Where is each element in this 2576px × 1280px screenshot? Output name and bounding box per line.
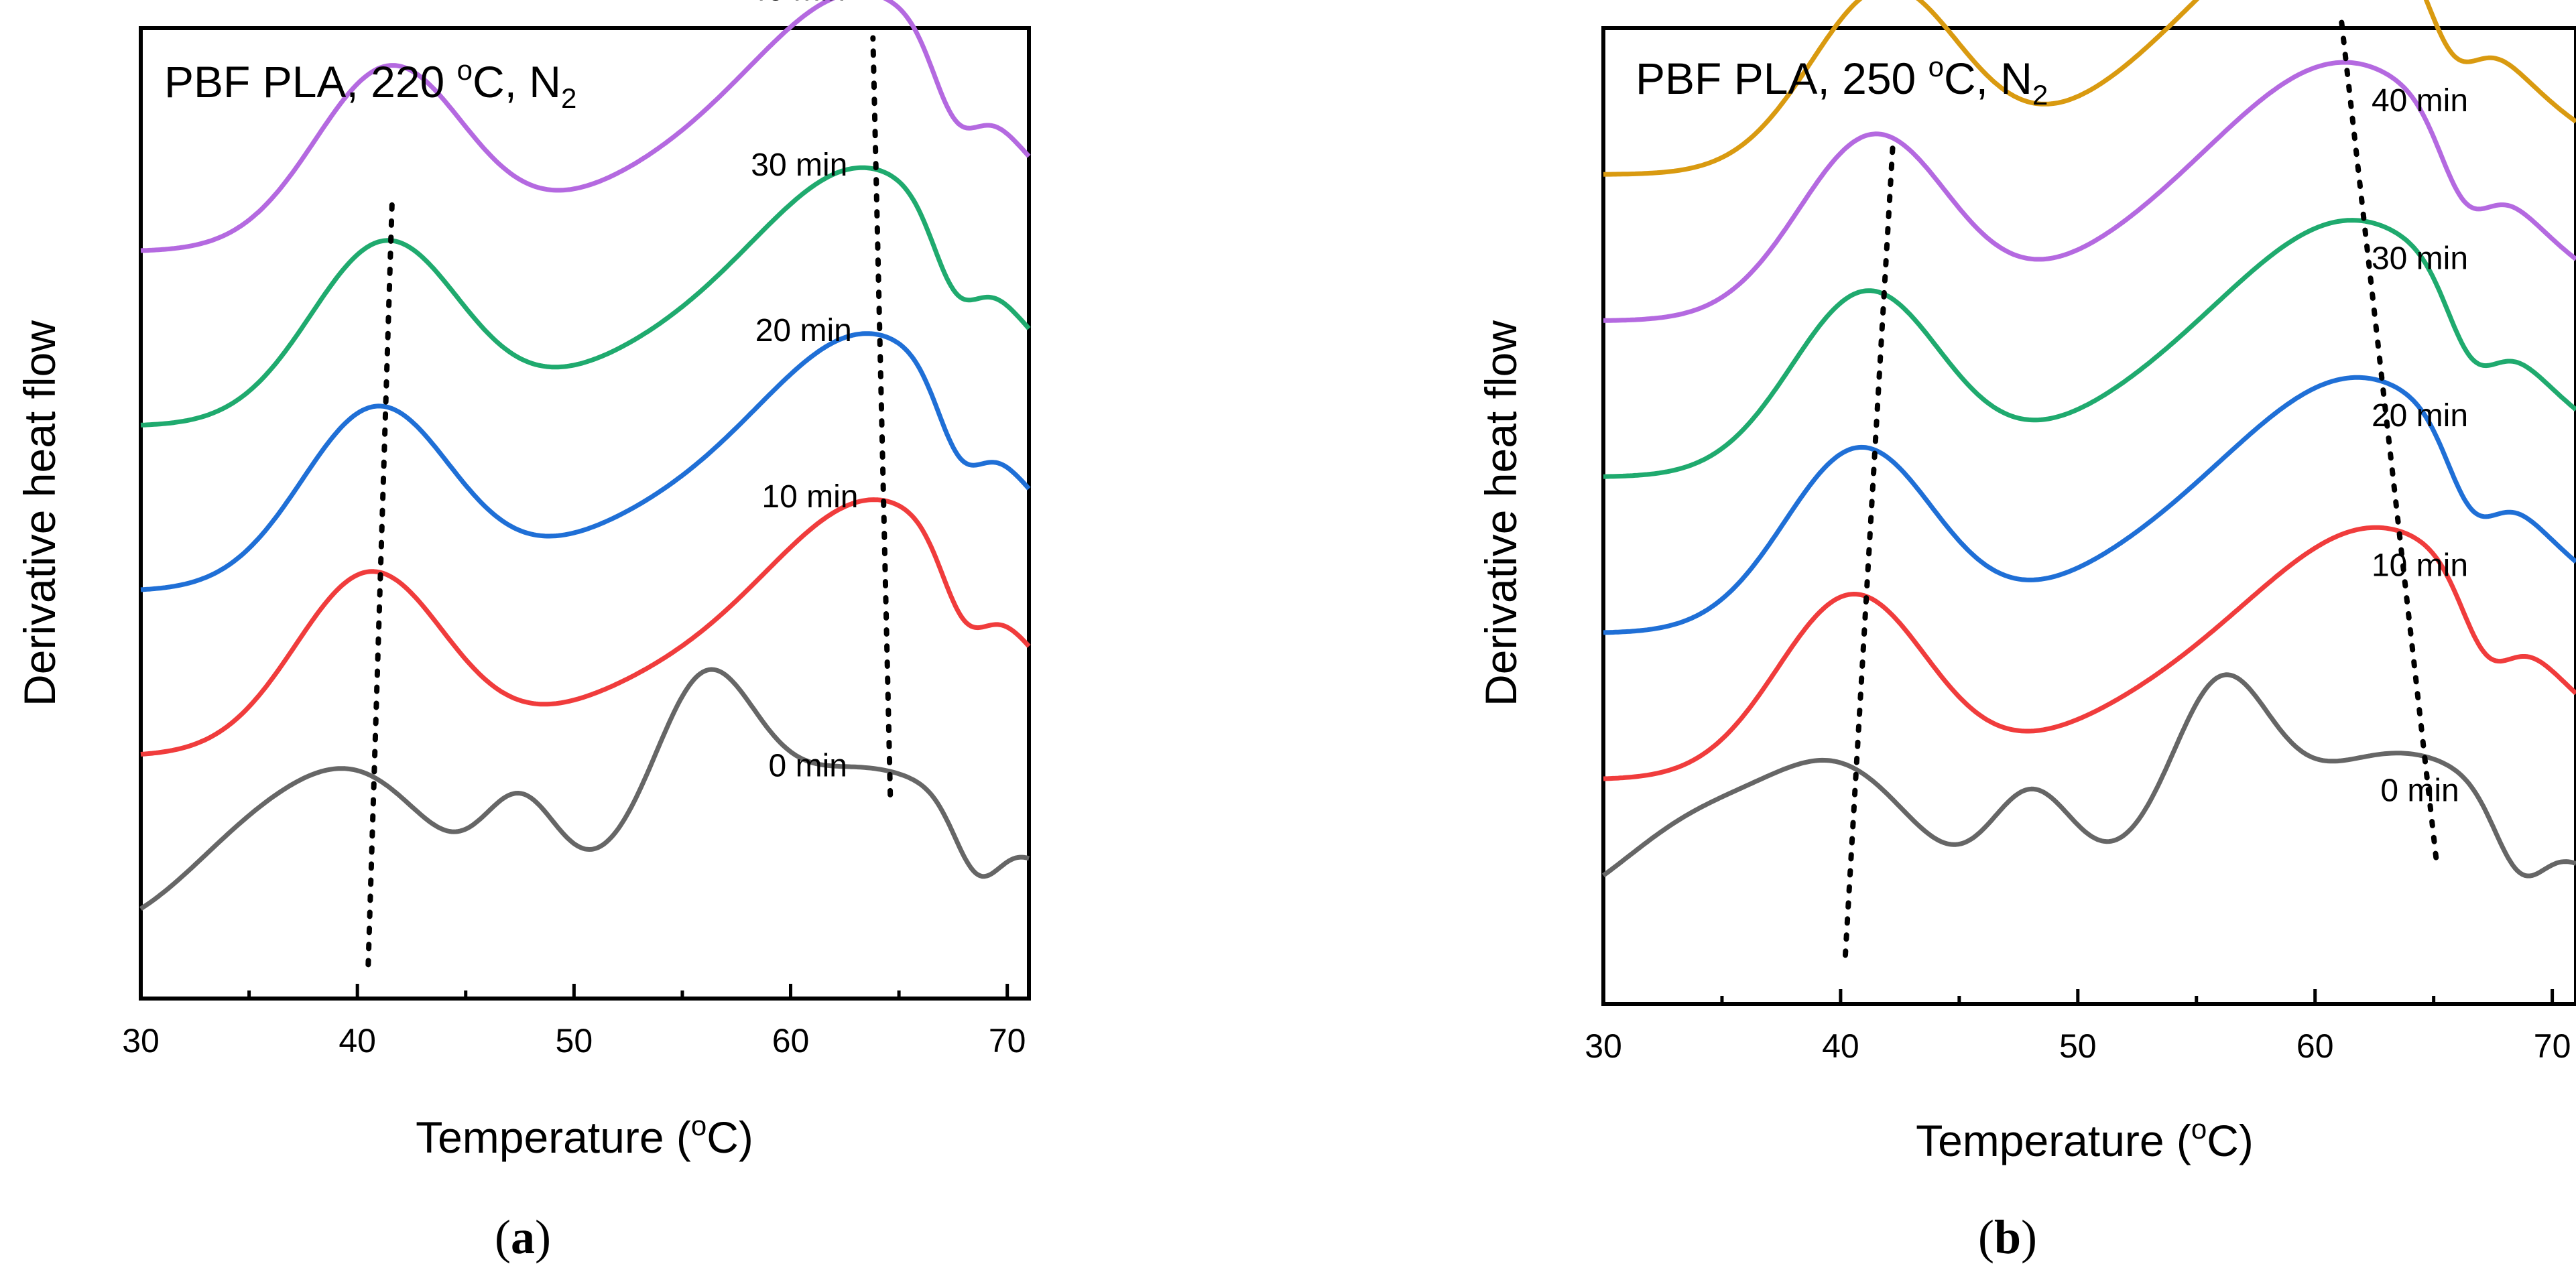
panel-a-curves — [139, 0, 1031, 911]
series-line-0-min — [139, 667, 1030, 911]
panel-b-curves — [1601, 0, 2576, 879]
x-tick-label: 30 — [122, 1022, 160, 1060]
series-line-30-min — [1603, 218, 2576, 479]
peak-guide-line-1 — [365, 200, 395, 968]
panel-a-ticks: 30 40 50 60 70 — [122, 984, 1026, 1060]
panel-a-frame — [139, 26, 1031, 1001]
x-tick-label: 40 — [339, 1022, 376, 1060]
series-label-0-min: 0 min — [2380, 773, 2459, 809]
x-tick-label: 60 — [2296, 1027, 2334, 1065]
x-tick-label: 50 — [2059, 1027, 2097, 1065]
caption-a: (a) — [495, 1210, 551, 1264]
panel-a-ylabel: Derivative heat flow — [15, 320, 64, 706]
peak-guide-line-2 — [2338, 15, 2439, 860]
x-tick-label: 70 — [989, 1022, 1026, 1060]
series-line-50-min — [1603, 0, 2576, 177]
x-tick-label: 70 — [2534, 1027, 2571, 1065]
peak-guide-line-1 — [1842, 142, 1896, 958]
series-label-10-min: 10 min — [2372, 548, 2468, 583]
panel-b-frame — [1601, 26, 2576, 1006]
series-label-10-min: 10 min — [761, 479, 858, 515]
panel-a-guides — [365, 35, 894, 968]
series-line-40-min — [140, 0, 1031, 253]
series-line-10-min — [140, 497, 1031, 757]
series-line-30-min — [140, 165, 1031, 428]
x-tick-label: 30 — [1585, 1027, 1622, 1065]
panel-a-title: PBF PLA, 220 oC, N2 — [164, 54, 576, 114]
series-line-20-min — [1603, 375, 2576, 635]
panel-b-title: PBF PLA, 250 oC, N2 — [1636, 51, 2048, 111]
series-label-30-min: 30 min — [2372, 241, 2468, 276]
series-label-20-min: 20 min — [755, 313, 852, 348]
series-line-20-min — [140, 331, 1031, 592]
series-label-40-min: 40 min — [749, 0, 845, 8]
panel-a-xlabel: Temperature (oC) — [416, 1110, 753, 1162]
series-line-0-min — [1601, 672, 2576, 879]
panel-b: 30 40 50 60 70 0 min 10 min 20 min 30 min 40 min… — [1476, 0, 2576, 1264]
peak-guide-line-2 — [870, 35, 894, 797]
panel-a-series-labels: 0 min 10 min 20 min 30 min 40 min — [749, 0, 858, 783]
series-label-40-min: 40 min — [2372, 83, 2468, 119]
series-label-20-min: 20 min — [2372, 398, 2468, 434]
panel-b-ylabel: Derivative heat flow — [1476, 320, 1526, 706]
panel-b-ticks: 30 40 50 60 70 — [1585, 989, 2571, 1065]
x-tick-label: 40 — [1822, 1027, 1859, 1065]
panel-b-xlabel: Temperature (oC) — [1916, 1113, 2254, 1165]
series-line-40-min — [1603, 60, 2576, 323]
x-tick-label: 60 — [772, 1022, 810, 1060]
series-line-10-min — [1603, 525, 2576, 781]
caption-b: (b) — [1978, 1210, 2037, 1264]
x-tick-label: 50 — [556, 1022, 593, 1060]
panel-b-guides — [1842, 15, 2439, 958]
series-label-0-min: 0 min — [769, 748, 847, 783]
panel-a: 30 40 50 60 70 0 min 10 min 20 min 30 min 40 min… — [15, 0, 1031, 1264]
series-label-30-min: 30 min — [751, 147, 847, 183]
